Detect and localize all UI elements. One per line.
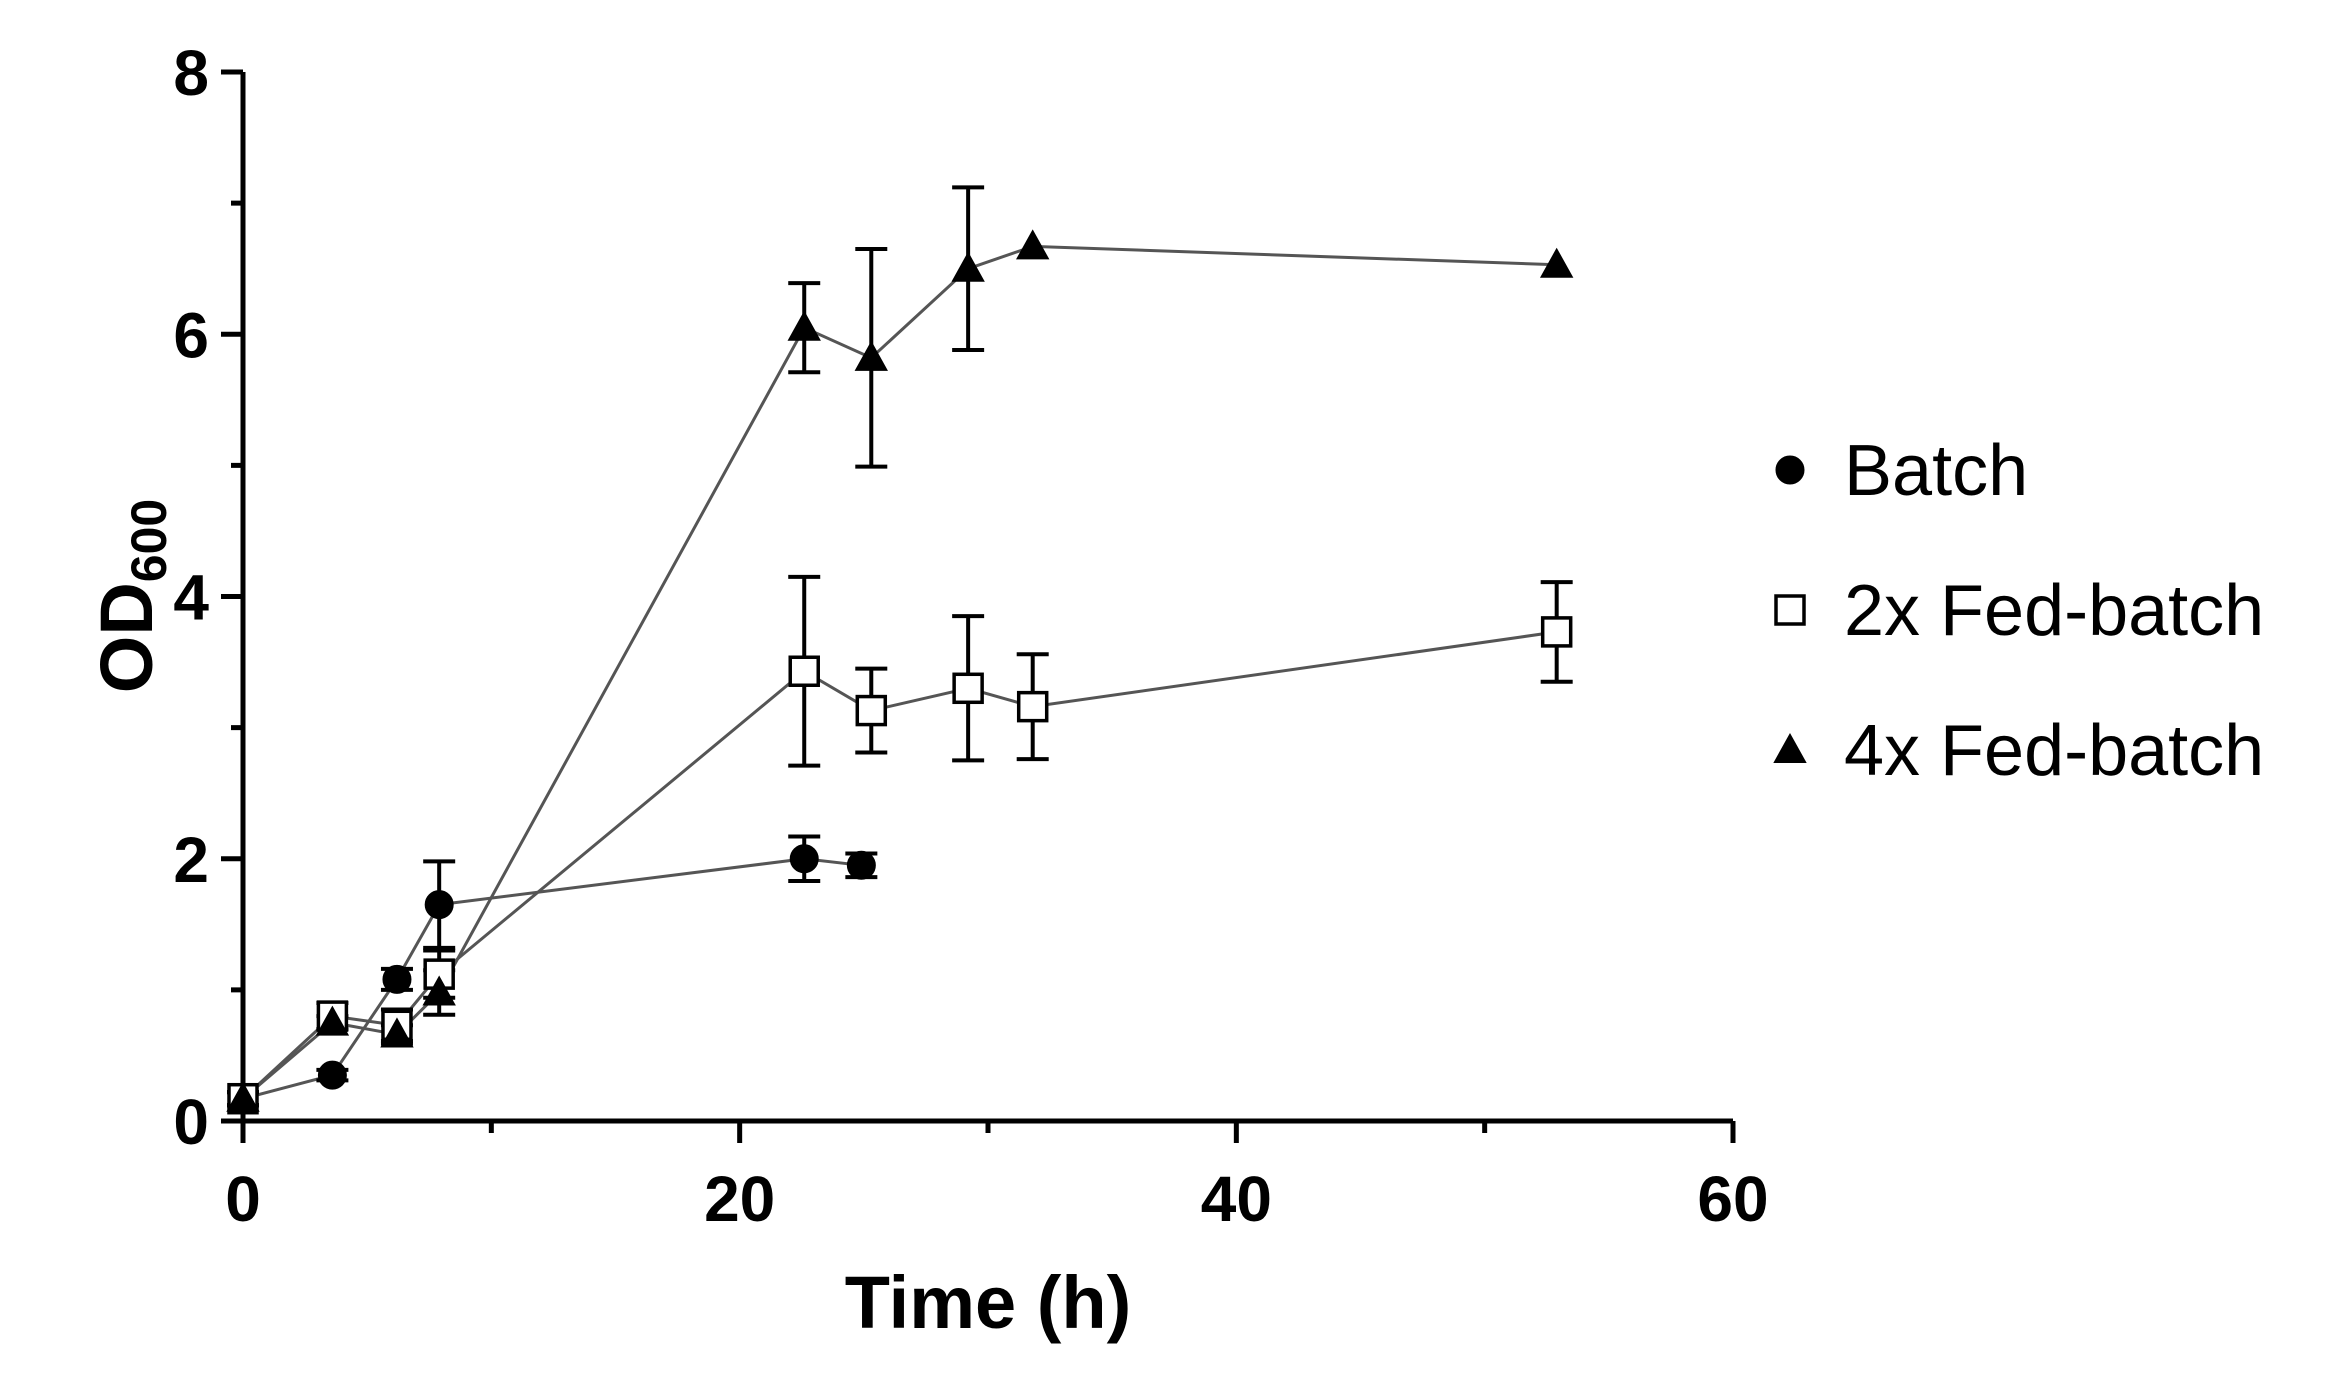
data-point-triangle bbox=[315, 1005, 350, 1036]
y-tick-label: 8 bbox=[173, 37, 209, 109]
data-point-square bbox=[1016, 690, 1049, 723]
x-tick-label: 40 bbox=[1201, 1163, 1272, 1235]
legend-marker-circle bbox=[1775, 455, 1805, 485]
markers-group bbox=[226, 229, 1574, 1115]
y-tick-label: 4 bbox=[173, 562, 209, 634]
x-tick-label: 20 bbox=[704, 1163, 775, 1235]
x-tick-label: 0 bbox=[225, 1163, 261, 1235]
data-point-triangle bbox=[226, 1081, 260, 1112]
axes-group bbox=[240, 72, 1733, 1124]
legend: Batch 2x Fed-batch 4x Fed-batch bbox=[1773, 431, 2264, 791]
data-point-triangle bbox=[422, 975, 456, 1006]
y-axis-title: OD600 bbox=[85, 499, 177, 693]
x-tick-label: 60 bbox=[1697, 1163, 1768, 1235]
data-point-circle bbox=[789, 844, 819, 874]
data-point-triangle bbox=[787, 310, 821, 341]
data-point-triangle bbox=[380, 1017, 414, 1048]
data-point-square bbox=[1540, 616, 1573, 648]
y-tick-label: 2 bbox=[173, 824, 209, 896]
legend-label: Batch bbox=[1844, 431, 2028, 511]
data-point-triangle bbox=[1539, 247, 1574, 278]
x-axis-title: Time (h) bbox=[845, 1261, 1131, 1344]
data-point-triangle bbox=[854, 340, 888, 371]
y-axis-title-main: OD bbox=[85, 582, 168, 693]
data-point-circle bbox=[382, 964, 412, 994]
data-point-square bbox=[952, 672, 984, 705]
legend-marker-square bbox=[1774, 594, 1806, 626]
y-tick-label: 0 bbox=[173, 1086, 209, 1158]
data-point-triangle bbox=[951, 251, 985, 282]
data-point-square bbox=[855, 694, 888, 727]
data-point-circle bbox=[424, 890, 454, 920]
ticks-group: 0 2 4 6 8 0 20 40 60 bbox=[173, 37, 1768, 1235]
data-point-square bbox=[788, 655, 820, 687]
legend-marker-triangle bbox=[1773, 732, 1807, 763]
y-tick-label: 6 bbox=[173, 299, 209, 371]
legend-label: 4x Fed-batch bbox=[1844, 711, 2264, 791]
y-axis-title-subscript: 600 bbox=[121, 499, 177, 582]
data-point-circle bbox=[317, 1060, 347, 1090]
legend-label: 2x Fed-batch bbox=[1844, 571, 2264, 651]
y-axis-title-group: OD600 bbox=[85, 499, 177, 693]
data-point-triangle bbox=[1016, 229, 1050, 260]
data-point-circle bbox=[846, 850, 876, 880]
